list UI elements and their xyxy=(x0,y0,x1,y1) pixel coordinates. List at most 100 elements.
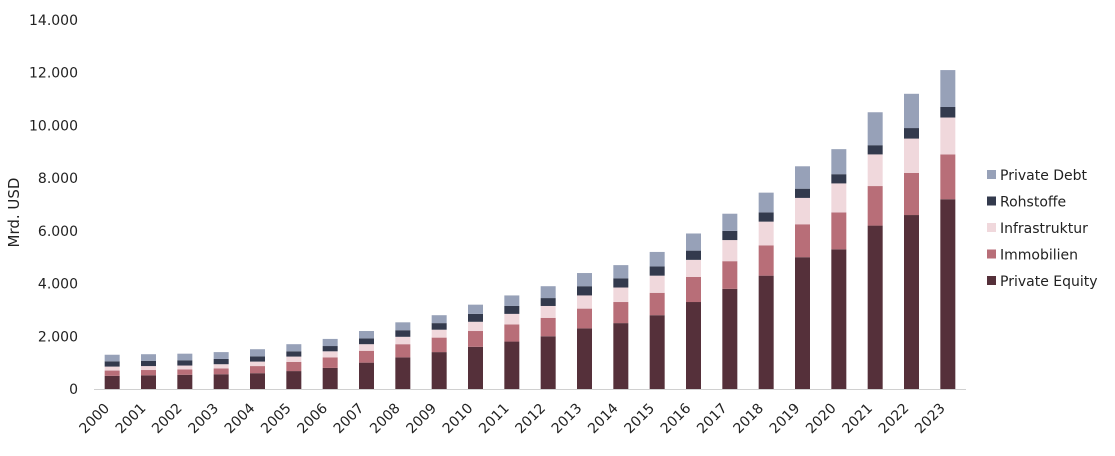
bar-segment xyxy=(867,154,883,187)
x-tick-label: 2011 xyxy=(476,401,513,438)
bar-segment xyxy=(795,166,810,189)
x-tick-label: 2023 xyxy=(912,401,949,438)
bar-segment xyxy=(540,336,556,389)
bar-segment xyxy=(395,336,411,345)
bar-segment xyxy=(795,197,810,225)
y-tick-label: 12.000 xyxy=(29,66,78,82)
bar-segment xyxy=(322,338,338,347)
bar-segment xyxy=(577,273,592,287)
bar-segment xyxy=(322,346,338,352)
bar-segment xyxy=(359,331,374,339)
bar-segment xyxy=(250,373,265,389)
x-tick-label: 2008 xyxy=(367,401,404,438)
x-tick-label: 2010 xyxy=(440,401,477,438)
x-tick-label: 2005 xyxy=(258,401,295,438)
bar-segment xyxy=(613,323,629,389)
bar-segment xyxy=(831,212,847,250)
bar-segment xyxy=(795,257,810,389)
bar-segment xyxy=(104,370,120,376)
bar-segment xyxy=(758,212,774,222)
y-tick-label: 0 xyxy=(69,382,78,398)
bar-segment xyxy=(468,304,483,314)
y-tick-label: 4.000 xyxy=(38,277,78,293)
x-tick-label: 2016 xyxy=(658,400,695,437)
legend-label: Private Equity xyxy=(1000,274,1098,290)
bar-segment xyxy=(722,213,738,231)
bar-segment xyxy=(141,370,156,376)
bar-segment xyxy=(286,356,302,362)
bar-segment xyxy=(141,366,156,371)
bar-segment xyxy=(940,154,956,200)
bar-segment xyxy=(395,357,411,389)
x-tick-label: 2013 xyxy=(549,401,586,438)
legend-label: Immobilien xyxy=(1000,248,1078,264)
bar-segment xyxy=(286,371,302,389)
x-tick-label: 2018 xyxy=(730,401,767,438)
legend-label: Infrastruktur xyxy=(1000,221,1088,237)
x-tick-label: 2007 xyxy=(331,401,368,438)
bar-segment xyxy=(577,308,592,329)
bar-segment xyxy=(831,183,847,213)
bar-segment xyxy=(213,352,229,359)
bar-segment xyxy=(395,322,411,331)
x-tick-label: 2020 xyxy=(803,401,840,438)
bar-segment xyxy=(177,353,193,361)
y-tick-label: 14.000 xyxy=(29,13,78,29)
x-tick-label: 2015 xyxy=(621,401,658,438)
x-tick-label: 2003 xyxy=(185,401,222,438)
bar-segment xyxy=(213,374,229,389)
legend: Private Debt Rohstoffe Infrastruktur Immobi… xyxy=(987,168,1098,290)
bar-segment xyxy=(831,174,847,184)
bar-segment xyxy=(431,329,447,338)
legend-swatch xyxy=(987,249,996,259)
bar-segment xyxy=(431,352,447,389)
y-tick-label: 10.000 xyxy=(29,118,78,134)
bar-segment xyxy=(940,106,956,118)
bar-segment xyxy=(940,117,956,155)
bar-segment xyxy=(141,360,156,367)
bar-segment xyxy=(686,259,701,277)
bar-segment xyxy=(649,292,665,316)
bar-segment xyxy=(359,344,374,351)
bar-segment xyxy=(322,351,338,358)
bar-segment xyxy=(250,349,265,357)
bar-segment xyxy=(504,305,520,314)
bar-segment xyxy=(431,315,447,324)
bar-segment xyxy=(795,188,810,198)
bar-segment xyxy=(649,315,665,389)
x-tick-label: 2021 xyxy=(839,401,876,438)
bar-segment xyxy=(904,93,919,129)
bar-segment xyxy=(577,286,592,296)
bar-segment xyxy=(286,344,302,352)
legend-swatch xyxy=(987,170,996,179)
bar-segment xyxy=(177,365,193,370)
bar-segment xyxy=(540,286,556,299)
x-tick-label: 2017 xyxy=(694,401,731,438)
bar-segment xyxy=(867,225,883,389)
bar-segment xyxy=(577,295,592,309)
bar-segment xyxy=(722,288,738,389)
bar-segment xyxy=(322,357,338,368)
bar-segment xyxy=(540,317,556,337)
y-tick-label: 2.000 xyxy=(38,329,78,345)
x-tick-label: 2001 xyxy=(113,401,150,438)
bar-segment xyxy=(431,337,447,353)
bar-segment xyxy=(649,266,665,276)
bar-segment xyxy=(104,366,120,371)
bar-segment xyxy=(758,245,774,276)
y-tick-label: 8.000 xyxy=(38,171,78,187)
bar-segment xyxy=(177,369,193,375)
bar-segment xyxy=(250,361,265,367)
bar-segment xyxy=(395,330,411,337)
x-tick-label: 2006 xyxy=(294,400,331,437)
x-tick-label: 2002 xyxy=(149,401,186,438)
bars-group xyxy=(104,70,956,389)
legend-swatch xyxy=(987,196,996,206)
legend-swatch xyxy=(987,223,996,232)
bar-segment xyxy=(359,338,374,345)
bar-segment xyxy=(649,275,665,293)
bar-segment xyxy=(686,233,701,251)
bar-segment xyxy=(504,313,520,325)
bar-segment xyxy=(468,346,483,389)
bar-segment xyxy=(213,358,229,365)
